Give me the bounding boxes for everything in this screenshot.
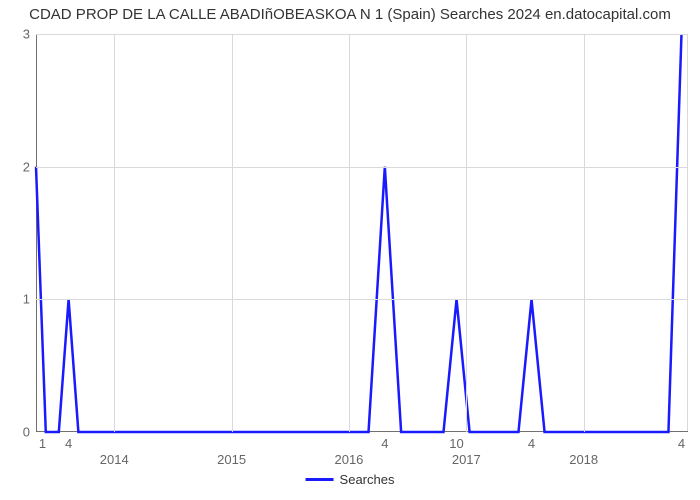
gridline-vertical <box>466 34 467 432</box>
x-value-label: 4 <box>381 436 388 451</box>
gridline-vertical <box>232 34 233 432</box>
x-value-label: 10 <box>449 436 463 451</box>
x-year-label: 2018 <box>569 452 598 467</box>
x-year-label: 2015 <box>217 452 246 467</box>
plot-area: 0123201420152016201720181441044 <box>36 34 688 432</box>
x-value-label: 4 <box>678 436 685 451</box>
legend-label: Searches <box>340 472 395 487</box>
x-value-label: 4 <box>65 436 72 451</box>
y-tick-label: 3 <box>23 27 30 42</box>
gridline-horizontal <box>36 299 688 300</box>
x-year-label: 2017 <box>452 452 481 467</box>
y-tick-label: 2 <box>23 159 30 174</box>
gridline-horizontal <box>36 167 688 168</box>
y-tick-label: 1 <box>23 292 30 307</box>
chart-legend: Searches <box>306 472 395 487</box>
line-chart: CDAD PROP DE LA CALLE ABADIñOBEASKOA N 1… <box>0 0 700 500</box>
x-year-label: 2016 <box>334 452 363 467</box>
gridline-vertical <box>114 34 115 432</box>
gridline-vertical <box>584 34 585 432</box>
legend-swatch <box>306 478 334 481</box>
gridline-horizontal <box>36 34 688 35</box>
chart-title: CDAD PROP DE LA CALLE ABADIñOBEASKOA N 1… <box>0 6 700 23</box>
y-tick-label: 0 <box>23 425 30 440</box>
x-value-label: 1 <box>39 436 46 451</box>
x-year-label: 2014 <box>100 452 129 467</box>
gridline-vertical <box>349 34 350 432</box>
x-value-label: 4 <box>528 436 535 451</box>
chart-series-line <box>36 34 688 432</box>
